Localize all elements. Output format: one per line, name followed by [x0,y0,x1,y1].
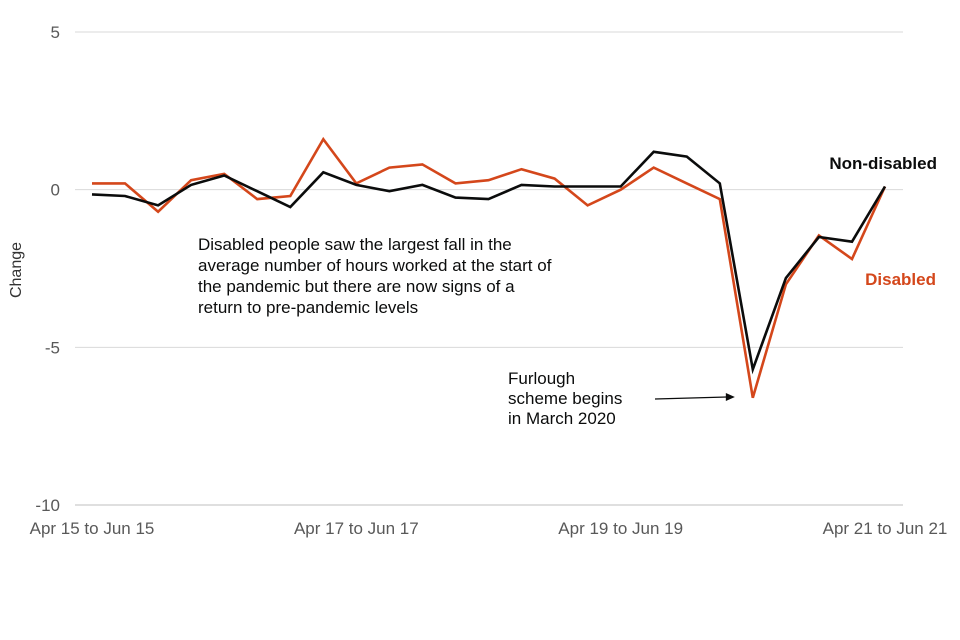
y-tick-label: -5 [45,338,60,357]
series-lines [91,136,887,399]
gridlines [75,31,903,506]
series-line-disabled [92,136,887,399]
x-tick-label: Apr 17 to Jun 17 [294,519,419,538]
annotation-furlough-line: scheme begins [508,389,622,408]
series-line-non-disabled [91,150,887,375]
annotation-summary-line: the pandemic but there are now signs of … [198,277,515,296]
annotation-summary-line: average number of hours worked at the st… [198,256,552,275]
y-tick-label: 5 [51,23,60,42]
x-axis-ticks: Apr 15 to Jun 15 Apr 17 to Jun 17 Apr 19 t… [30,519,948,538]
annotation-arrow [654,393,735,401]
y-tick-label: 0 [51,181,60,200]
annotation-summary: Disabled people saw the largest fall in … [198,235,556,317]
arrow-shaft [654,396,727,400]
series-label-disabled: Disabled [865,270,936,289]
arrow-head [725,393,735,401]
series-label-non-disabled: Non-disabled [829,154,937,173]
annotation-furlough-line: in March 2020 [508,409,616,428]
y-axis-ticks: 5 0 -5 -10 [35,23,60,515]
annotation-furlough-line: Furlough [508,369,575,388]
y-axis-label: Change [8,242,25,298]
annotation-furlough: Furlough scheme begins in March 2020 [508,369,627,428]
x-tick-label: Apr 19 to Jun 19 [558,519,683,538]
annotation-summary-line: return to pre-pandemic levels [198,298,418,317]
annotation-summary-line: Disabled people saw the largest fall in … [198,235,512,254]
y-tick-label: -10 [35,496,60,515]
x-tick-label: Apr 21 to Jun 21 [823,519,948,538]
x-tick-label: Apr 15 to Jun 15 [30,519,155,538]
